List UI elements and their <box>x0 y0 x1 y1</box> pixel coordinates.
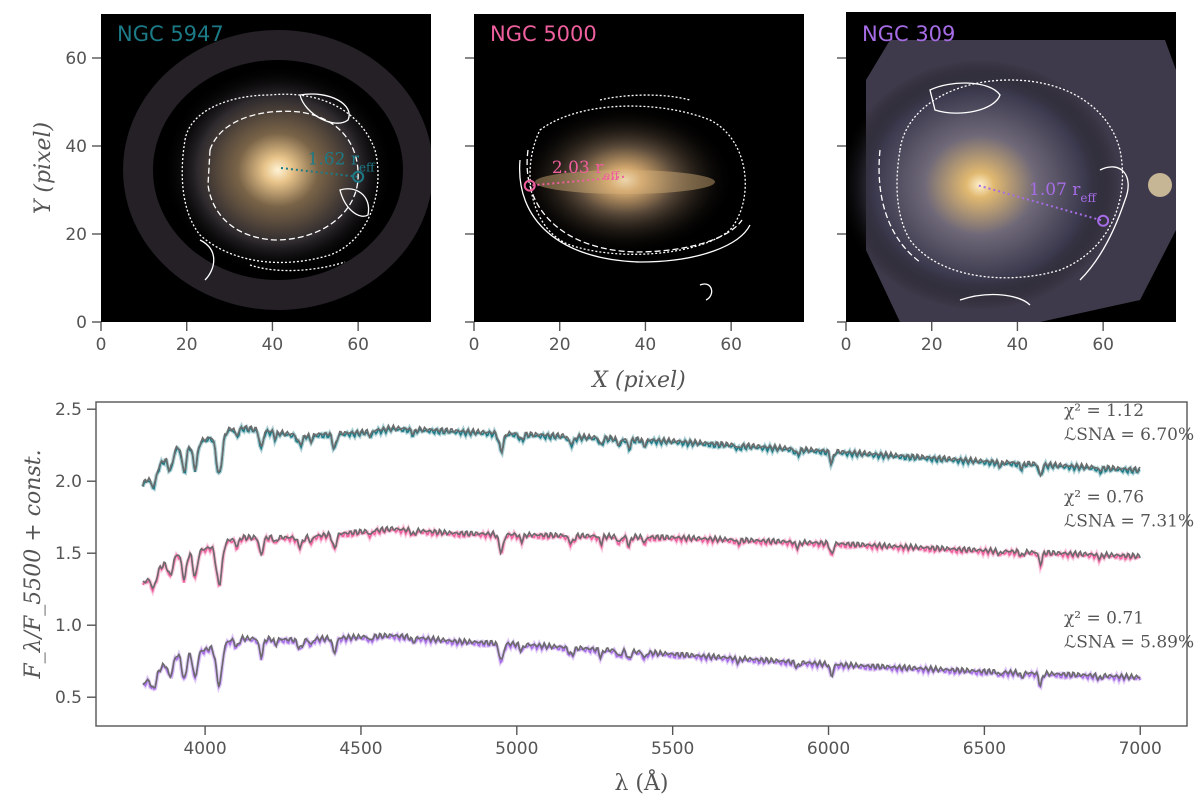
x-tick-label: 20 <box>921 335 943 355</box>
contours <box>181 93 379 281</box>
y-axis-label: Y (pixel) <box>31 122 56 214</box>
x-tick-label: 7000 <box>1119 739 1162 759</box>
x-tick-label: 4000 <box>183 739 226 759</box>
x-tick-label: 5000 <box>495 739 538 759</box>
plot-frame <box>95 401 1188 727</box>
lsna-annotation: ℒSNA = 5.89% <box>1064 632 1194 652</box>
panel-title: NGC 5947 <box>117 22 224 46</box>
chi2-annotation: χ² = 0.71 <box>1064 608 1144 628</box>
series-ngc-309: χ² = 0.71 ℒSNA = 5.89% <box>142 608 1194 694</box>
lsna-annotation: ℒSNA = 6.70% <box>1064 425 1194 445</box>
x-tick-label: 0 <box>96 335 107 355</box>
radius-label-subscript: eff <box>1080 191 1097 205</box>
x-tick-label: 0 <box>469 335 480 355</box>
observed-spectrum <box>142 424 1141 490</box>
x-tick-label: 40 <box>1007 335 1029 355</box>
radius-label-subscript: eff <box>359 160 376 174</box>
chi2-annotation: χ² = 0.76 <box>1064 488 1144 508</box>
model-spectrum <box>142 423 1141 489</box>
radius-label-subscript: eff <box>603 169 620 183</box>
x-tick-label: 6000 <box>807 739 850 759</box>
galaxy-image <box>515 94 751 301</box>
radius-marker <box>523 179 536 192</box>
panel-title: NGC 309 <box>862 22 955 46</box>
y-tick-label: 0 <box>76 313 87 333</box>
radius-marker <box>352 170 365 183</box>
chi2-annotation: χ² = 1.12 <box>1064 401 1144 421</box>
series-ngc-5947: χ² = 1.12 ℒSNA = 6.70% <box>140 401 1194 492</box>
contours <box>878 79 1129 306</box>
y-tick-label: 2.5 <box>55 400 82 420</box>
image-panel-ngc309 <box>846 12 1176 322</box>
spectra-panel: 4000 4500 5000 5500 6000 6500 7000 0.5 1.0 1.5 2.0… <box>21 400 1194 796</box>
contours <box>519 94 751 301</box>
x-tick-label: 60 <box>1092 335 1114 355</box>
radius-line <box>529 175 625 187</box>
x-tick-label: 6500 <box>963 739 1006 759</box>
x-tick-label: 4500 <box>339 739 382 759</box>
radius-line <box>978 184 1104 222</box>
x-tick-label: 20 <box>549 335 571 355</box>
y-tick-label: 2.0 <box>55 472 82 492</box>
model-spectrum <box>142 632 1141 689</box>
panel-title: NGC 5000 <box>490 22 597 46</box>
radius-marker <box>1097 214 1110 227</box>
y-tick-label: 60 <box>65 49 87 69</box>
x-tick-label: 0 <box>841 335 852 355</box>
x-tick-label: 5500 <box>651 739 694 759</box>
y-tick-label: 1.0 <box>55 616 82 636</box>
x-tick-label: 40 <box>262 335 284 355</box>
y-tick-label: 1.5 <box>55 544 82 564</box>
observed-spectrum <box>142 633 1141 691</box>
y-tick-label: 0.5 <box>55 688 82 708</box>
lsna-annotation: ℒSNA = 7.31% <box>1064 512 1194 532</box>
x-tick-label: 60 <box>720 335 742 355</box>
image-panel-ngc5947 <box>101 14 431 322</box>
series-ngc-5000: χ² = 0.76 ℒSNA = 7.31% <box>141 488 1194 597</box>
image-panel-ngc5000 <box>474 14 804 322</box>
y-tick-label: 40 <box>65 137 87 157</box>
x-axis-label: λ (Å) <box>615 768 669 796</box>
galaxy-image <box>846 40 1176 322</box>
galaxy-image <box>123 30 431 310</box>
x-tick-label: 60 <box>347 335 369 355</box>
x-tick-label: 40 <box>635 335 657 355</box>
x-axis-label: X (pixel) <box>590 368 685 393</box>
y-tick-label: 20 <box>65 225 87 245</box>
x-tick-label: 20 <box>176 335 198 355</box>
y-axis-label: F_λ/F_5500 + const. <box>21 449 46 679</box>
model-spectrum <box>142 525 1141 590</box>
